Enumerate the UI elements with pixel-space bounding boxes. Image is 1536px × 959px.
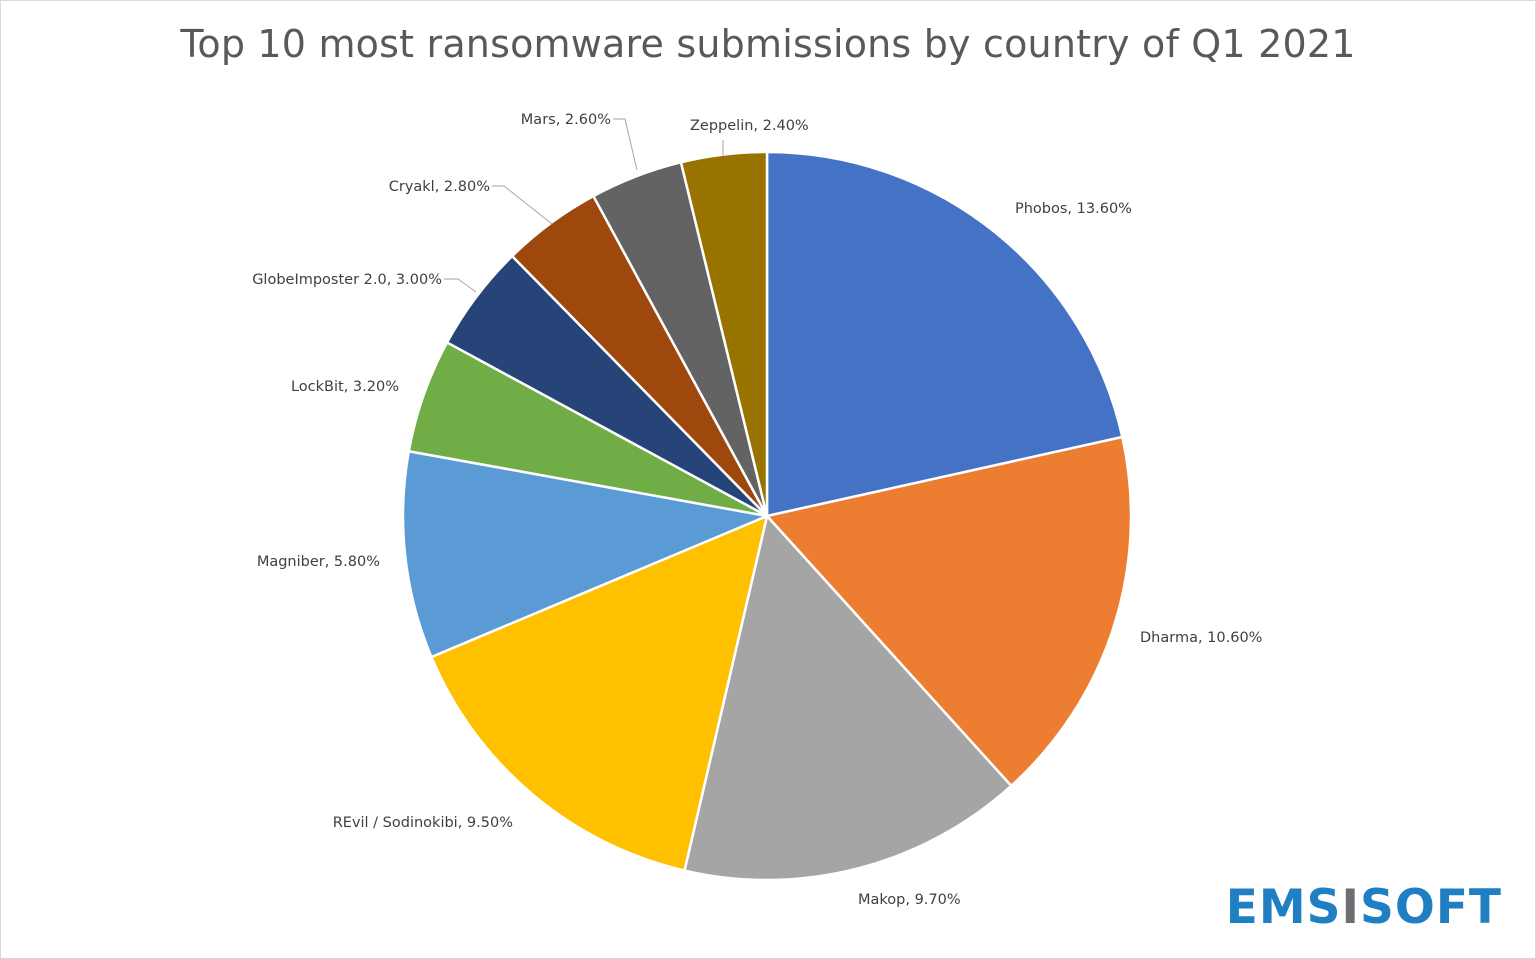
data-label-magniber: Magniber, 5.80% [257, 554, 380, 570]
data-label-cryakl: Cryakl, 2.80% [389, 179, 490, 195]
data-label-lockbit: LockBit, 3.20% [291, 379, 399, 395]
pie-slice-zeppelin [679, 150, 769, 518]
leader-line-mars [613, 118, 638, 171]
data-label-globeimposter-2-0: GlobeImposter 2.0, 3.00% [252, 272, 442, 288]
pie-slice-magniber [401, 449, 769, 659]
data-label-dharma: Dharma, 10.60% [1140, 630, 1262, 646]
leader-line-globeimposter-2-0 [444, 278, 477, 293]
pie-slice-revil-sodinokibi [430, 514, 769, 872]
pie-slice-makop [683, 514, 1013, 882]
leader-line-cryakl [492, 185, 553, 225]
data-label-zeppelin: Zeppelin, 2.40% [690, 118, 809, 134]
data-label-revil-sodinokibi: REvil / Sodinokibi, 9.50% [333, 815, 513, 831]
chart-title: Top 10 most ransomware submissions by co… [180, 22, 1356, 66]
data-label-phobos: Phobos, 13.60% [1015, 201, 1132, 217]
data-label-mars: Mars, 2.60% [521, 112, 611, 128]
pie-slice-dharma [765, 435, 1133, 788]
pie-slice-phobos [765, 150, 1124, 518]
data-label-makop: Makop, 9.70% [858, 892, 961, 908]
emsisoft-logo: EMSISOFT [1225, 880, 1502, 935]
